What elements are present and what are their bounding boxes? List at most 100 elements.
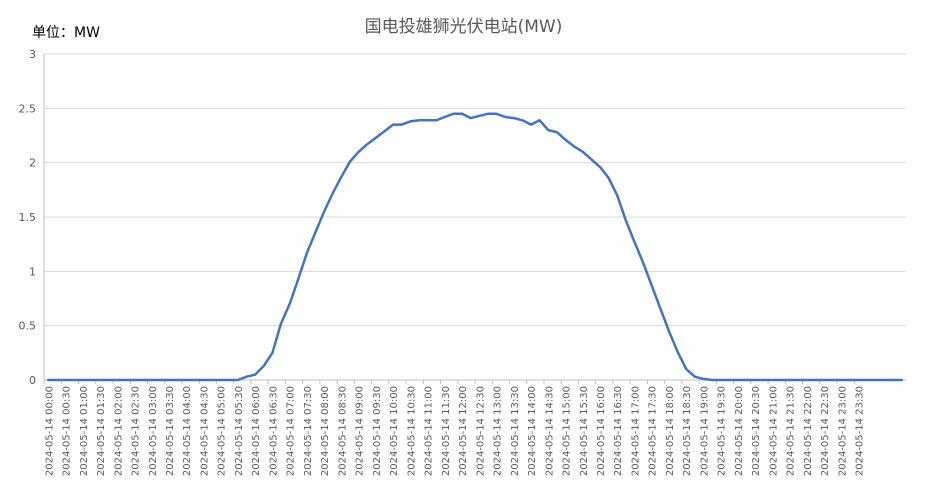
data-point — [280, 322, 282, 324]
data-point — [771, 379, 773, 381]
data-point — [289, 303, 291, 305]
data-point — [64, 379, 66, 381]
data-point — [866, 379, 868, 381]
data-point — [263, 365, 265, 367]
data-point — [366, 143, 368, 145]
x-tick-label: 2024-05-14 15:00 — [562, 386, 573, 476]
data-point — [625, 219, 627, 221]
x-axis: 2024-05-14 00:00 2024-05-14 00:30 2024-05-… — [43, 379, 906, 476]
data-point — [728, 379, 730, 381]
data-point — [676, 351, 678, 353]
data-point — [254, 373, 256, 375]
x-tick-label: 2024-05-14 01:30 — [96, 386, 107, 476]
data-point — [530, 123, 532, 125]
x-tick-label: 2024-05-14 22:30 — [820, 386, 831, 476]
x-tick-label: 2024-05-14 13:30 — [510, 386, 521, 476]
data-point — [556, 131, 558, 133]
data-point — [832, 379, 834, 381]
data-point — [849, 379, 851, 381]
data-point — [599, 166, 601, 168]
x-tick-label: 2024-05-14 11:30 — [441, 386, 452, 476]
x-tick-label: 2024-05-14 04:00 — [182, 386, 193, 476]
x-tick-label: 2024-05-14 16:00 — [596, 386, 607, 476]
data-point — [73, 379, 75, 381]
series — [47, 112, 903, 382]
x-tick-label: 2024-05-14 14:00 — [527, 386, 538, 476]
x-tick-label: 2024-05-14 03:00 — [148, 386, 159, 476]
data-point — [478, 115, 480, 117]
data-point — [435, 119, 437, 121]
data-point — [745, 379, 747, 381]
x-tick-label: 2024-05-14 02:30 — [131, 386, 142, 476]
x-tick-label: 2024-05-14 17:00 — [630, 386, 641, 476]
data-point — [220, 379, 222, 381]
data-point — [823, 379, 825, 381]
x-tick-label: 2024-05-14 19:00 — [699, 386, 710, 476]
data-point — [151, 379, 153, 381]
x-tick-label: 2024-05-14 03:30 — [165, 386, 176, 476]
data-point — [582, 151, 584, 153]
data-point — [797, 379, 799, 381]
data-point — [702, 378, 704, 380]
data-point — [401, 123, 403, 125]
data-point — [306, 252, 308, 254]
data-point — [82, 379, 84, 381]
data-point — [495, 113, 497, 115]
data-point — [90, 379, 92, 381]
data-point — [176, 379, 178, 381]
y-tick-label: 2 — [29, 157, 36, 170]
x-tick-label: 2024-05-14 21:30 — [786, 386, 797, 476]
data-point — [297, 278, 299, 280]
data-point — [47, 379, 49, 381]
x-tick-label: 2024-05-14 09:30 — [372, 386, 383, 476]
data-point — [883, 379, 885, 381]
data-point — [349, 160, 351, 162]
data-point — [840, 379, 842, 381]
data-point — [228, 379, 230, 381]
data-point — [616, 194, 618, 196]
data-point — [159, 379, 161, 381]
x-tick-label: 2024-05-14 14:30 — [544, 386, 555, 476]
x-tick-label: 2024-05-14 06:30 — [268, 386, 279, 476]
data-point — [392, 123, 394, 125]
data-point — [211, 379, 213, 381]
data-point — [314, 231, 316, 233]
x-tick-label: 2024-05-14 10:00 — [389, 386, 400, 476]
data-point — [452, 113, 454, 115]
y-tick-label: 2.5 — [19, 102, 37, 115]
data-point — [763, 379, 765, 381]
x-tick-label: 2024-05-14 07:30 — [303, 386, 314, 476]
data-point — [133, 379, 135, 381]
data-point — [504, 116, 506, 118]
data-point — [875, 379, 877, 381]
x-tick-label: 2024-05-14 11:00 — [424, 386, 435, 476]
data-point — [513, 117, 515, 119]
unit-label: 单位：MW — [32, 25, 100, 41]
x-tick-label: 2024-05-14 07:00 — [286, 386, 297, 476]
y-tick-label: 1 — [29, 265, 36, 278]
y-axis: 0 0.5 1 1.5 2 2.5 3 — [19, 48, 45, 387]
data-point — [668, 330, 670, 332]
data-point — [461, 113, 463, 115]
x-tick-label: 2024-05-14 01:00 — [79, 386, 90, 476]
x-tick-label: 2024-05-14 16:30 — [613, 386, 624, 476]
x-tick-label: 2024-05-14 17:30 — [648, 386, 659, 476]
data-point — [194, 379, 196, 381]
data-point — [470, 117, 472, 119]
data-point — [788, 379, 790, 381]
chart-title: 国电投雄狮光伏电站(MW) — [364, 17, 563, 37]
data-point — [487, 113, 489, 115]
data-point — [720, 379, 722, 381]
x-tick-label: 2024-05-14 20:00 — [734, 386, 745, 476]
data-point — [125, 379, 127, 381]
series-line — [47, 112, 903, 382]
y-tick-label: 1.5 — [19, 211, 37, 224]
data-point — [56, 379, 58, 381]
data-point — [642, 261, 644, 263]
x-tick-label: 2024-05-14 21:00 — [768, 386, 779, 476]
data-point — [892, 379, 894, 381]
data-point — [202, 379, 204, 381]
data-point — [375, 137, 377, 139]
